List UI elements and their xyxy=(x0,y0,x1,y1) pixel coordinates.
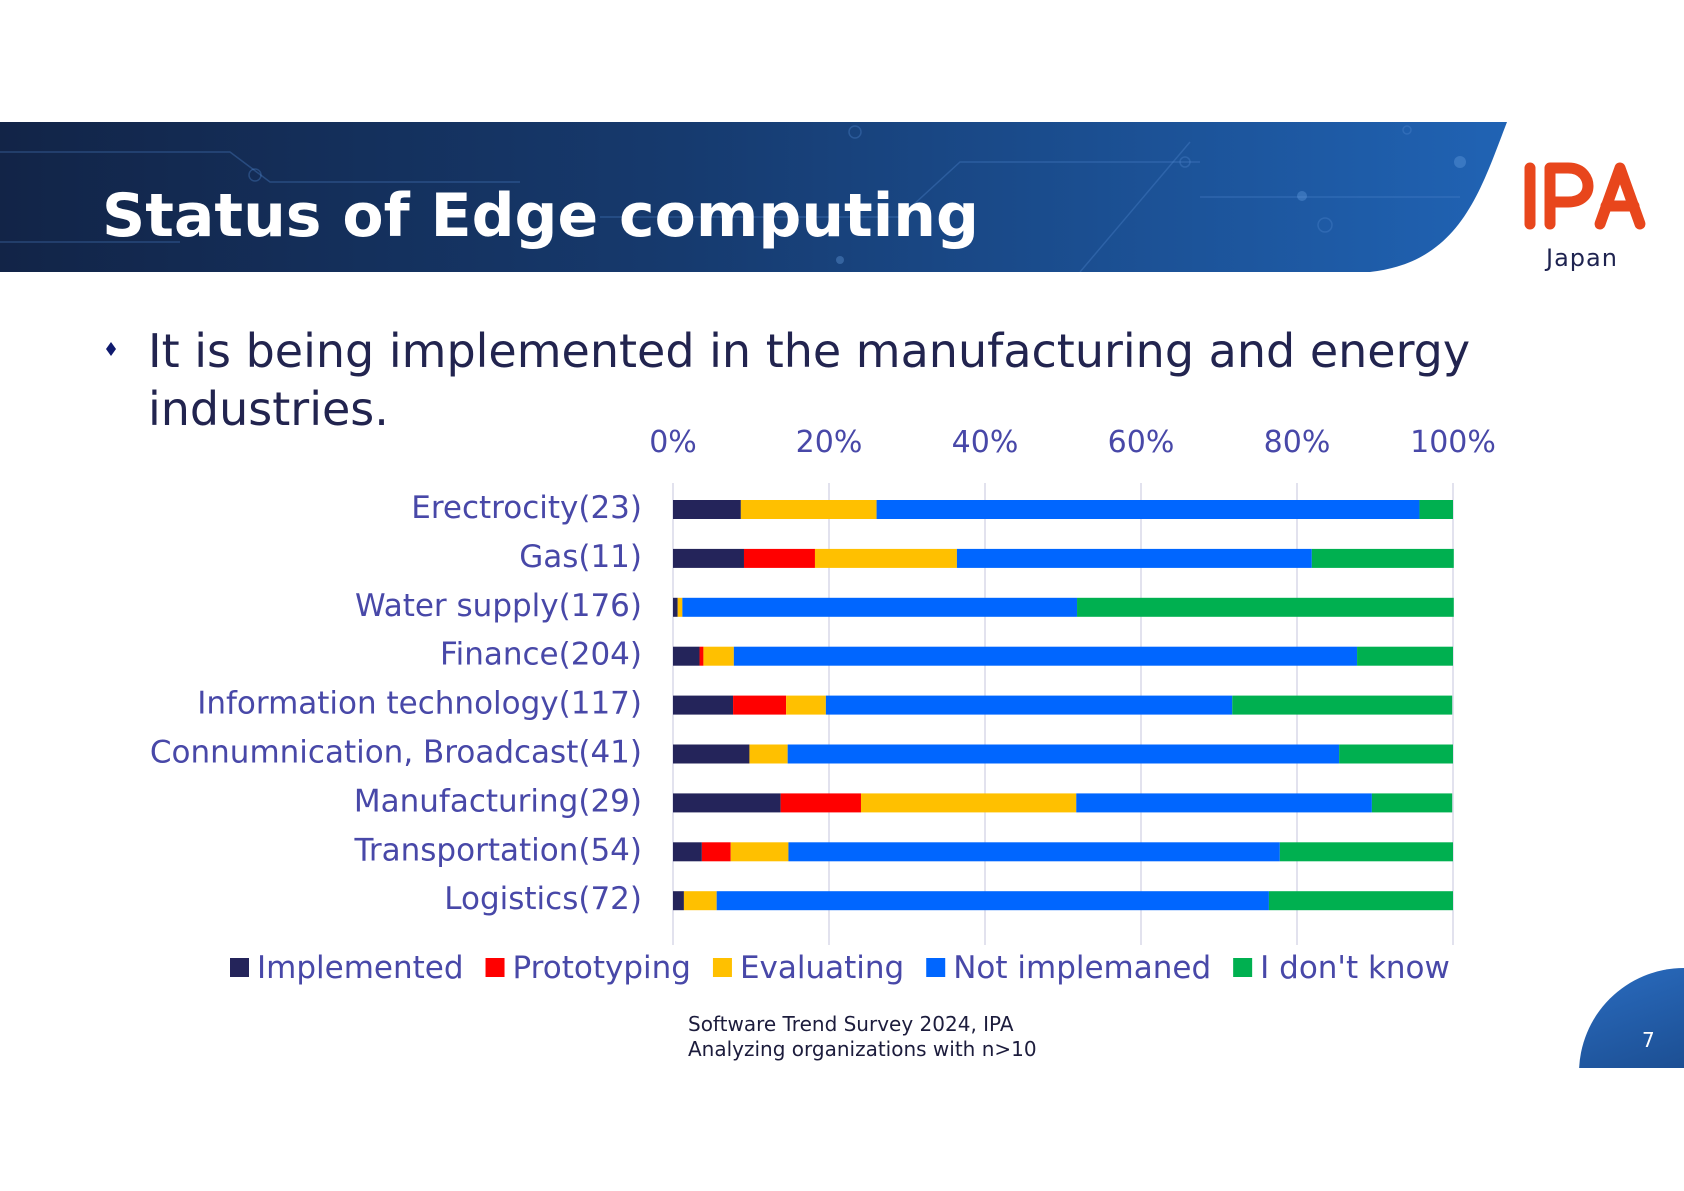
bar-segment-i-don-t-know xyxy=(1357,646,1453,666)
diamond-bullet-icon xyxy=(106,342,116,356)
legend-item: Implemented xyxy=(230,950,464,986)
bar-segment-implemented xyxy=(673,891,684,911)
bar-segment-implemented xyxy=(673,842,702,862)
x-tick-label: 80% xyxy=(1264,425,1331,460)
bar-row xyxy=(673,744,1453,764)
bar-row xyxy=(673,597,1454,617)
bar-segment-not-implemaned xyxy=(825,695,1233,715)
x-tick-label: 60% xyxy=(1108,425,1175,460)
bar-segment-not-implemaned xyxy=(1076,793,1372,813)
bar-segment-evaluating xyxy=(749,744,788,764)
category-label: Water supply(176) xyxy=(355,588,642,624)
bullet-text: It is being implemented in the manufactu… xyxy=(148,324,1471,436)
category-label: Transportation(54) xyxy=(354,832,642,868)
page-corner-decoration xyxy=(1579,968,1684,1068)
bar-segment-implemented xyxy=(673,793,781,813)
bar-segment-prototyping xyxy=(743,548,815,568)
x-tick-label: 0% xyxy=(649,425,697,460)
banner-background xyxy=(0,122,1507,272)
category-labels: Erectrocity(23) Gas(11) Water supply(176) F… xyxy=(150,490,642,917)
category-label: Gas(11) xyxy=(519,539,642,575)
legend-swatch xyxy=(1233,958,1253,977)
bar-segment-prototyping xyxy=(701,842,731,862)
bar-segment-implemented xyxy=(673,500,741,519)
legend-item: I don't know xyxy=(1233,950,1450,986)
bar-segment-i-don-t-know xyxy=(1077,597,1454,617)
bar-segment-evaluating xyxy=(786,695,826,715)
bar-segment-evaluating xyxy=(703,646,734,666)
bar-segment-not-implemaned xyxy=(682,597,1078,617)
legend-swatch xyxy=(485,958,505,977)
bar-segment-implemented xyxy=(673,548,744,568)
legend-item: Prototyping xyxy=(485,950,691,986)
bar-segment-evaluating xyxy=(860,793,1077,813)
legend: Implemented Prototyping Evaluating Not impl… xyxy=(230,950,1450,986)
source-line-2: Analyzing organizations with n>10 xyxy=(688,1037,1037,1061)
x-tick-label: 40% xyxy=(952,425,1019,460)
category-label: Manufacturing(29) xyxy=(354,783,642,819)
bar-segment-i-don-t-know xyxy=(1311,548,1454,568)
bar-segment-evaluating xyxy=(730,842,789,862)
bar-segment-evaluating xyxy=(740,500,877,519)
bar-segment-i-don-t-know xyxy=(1268,891,1453,911)
bar-row xyxy=(673,646,1453,666)
category-label: Finance(204) xyxy=(440,637,642,673)
page-title: Status of Edge computing xyxy=(102,181,979,251)
bar-segment-implemented xyxy=(673,646,700,666)
corner-shape xyxy=(1579,968,1684,1068)
bar-segment-i-don-t-know xyxy=(1419,500,1453,519)
bar-segment-not-implemaned xyxy=(876,500,1420,519)
x-axis-ticks: 0% 20% 40% 60% 80% 100% xyxy=(649,425,1496,460)
legend-swatch xyxy=(712,958,732,977)
x-tick-label: 20% xyxy=(796,425,863,460)
page-number: 7 xyxy=(1642,1028,1655,1052)
category-label: Connumnication, Broadcast(41) xyxy=(150,735,642,771)
legend-item: Evaluating xyxy=(712,950,904,986)
bar-segment-implemented xyxy=(673,597,678,617)
x-tick-label: 100% xyxy=(1410,425,1496,460)
bar-segment-implemented xyxy=(673,695,734,715)
category-label: Information technology(117) xyxy=(197,686,642,722)
bar-segment-implemented xyxy=(673,744,750,764)
legend-item: Not implemaned xyxy=(926,950,1211,986)
bar-segment-not-implemaned xyxy=(956,548,1312,568)
bar-segment-not-implemaned xyxy=(787,744,1340,764)
legend-swatch xyxy=(230,958,249,977)
bar-segment-evaluating xyxy=(677,597,683,617)
bar-segment-not-implemaned xyxy=(788,842,1280,862)
bar-segment-i-don-t-know xyxy=(1279,842,1453,862)
bar-segment-i-don-t-know xyxy=(1232,695,1453,715)
logo-subtext: Japan xyxy=(1546,244,1618,272)
bar-row xyxy=(673,548,1454,568)
header-banner xyxy=(0,122,1520,272)
legend-label: I don't know xyxy=(1260,950,1450,986)
bars xyxy=(673,500,1454,911)
bar-segment-prototyping xyxy=(699,646,704,666)
bar-segment-not-implemaned xyxy=(716,891,1269,911)
bar-row xyxy=(673,500,1453,519)
bar-row xyxy=(673,695,1453,715)
bar-segment-evaluating xyxy=(683,891,717,911)
bar-segment-evaluating xyxy=(814,548,957,568)
legend-label: Not implemaned xyxy=(953,950,1211,986)
bar-segment-prototyping xyxy=(780,793,861,813)
bar-segment-i-don-t-know xyxy=(1339,744,1453,764)
bar-row xyxy=(673,793,1453,813)
bar-row xyxy=(673,891,1453,911)
source-line-1: Software Trend Survey 2024, IPA xyxy=(688,1012,1014,1036)
category-label: Logistics(72) xyxy=(444,881,642,917)
bar-row xyxy=(673,842,1453,862)
category-label: Erectrocity(23) xyxy=(411,490,642,526)
source-note: Software Trend Survey 2024, IPA Analyzin… xyxy=(688,1012,1037,1062)
legend-label: Evaluating xyxy=(740,950,904,986)
bar-segment-not-implemaned xyxy=(733,646,1358,666)
legend-label: Prototyping xyxy=(513,950,691,986)
legend-swatch xyxy=(926,958,946,977)
bar-segment-prototyping xyxy=(733,695,787,715)
bar-segment-i-don-t-know xyxy=(1371,793,1453,813)
legend-label: Implemented xyxy=(257,950,464,986)
ipa-logo xyxy=(1524,162,1646,230)
